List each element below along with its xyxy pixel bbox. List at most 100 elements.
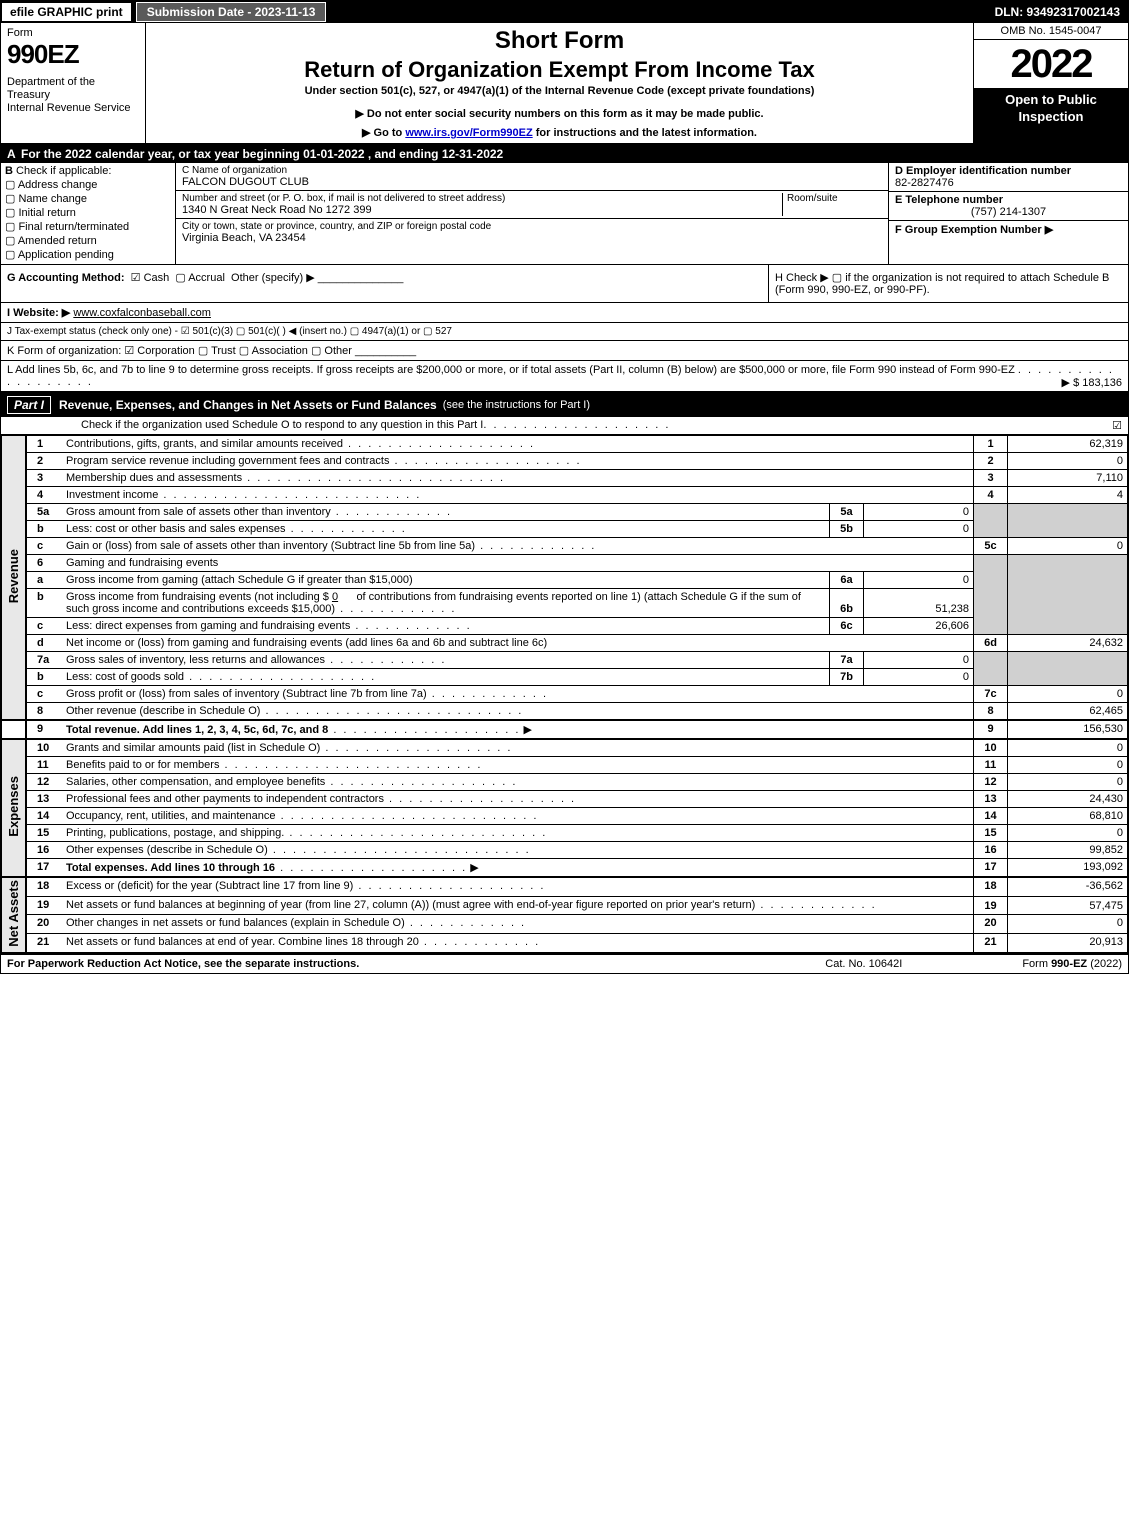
l-text: L Add lines 5b, 6c, and 7b to line 9 to …	[7, 364, 1015, 376]
row-g: G Accounting Method: ☑ Cash ▢ Accrual Ot…	[1, 265, 768, 302]
l7c-desc: Gross profit or (loss) from sales of inv…	[62, 686, 974, 703]
l21-rv: 20,913	[1008, 934, 1128, 953]
row-i: I Website: ▶ www.coxfalconbaseball.com	[1, 303, 1128, 323]
l6a-num: a	[26, 572, 62, 589]
dln-text: DLN: 93492317002143	[995, 5, 1128, 19]
netassets-tab: Net Assets	[2, 877, 27, 952]
l11-rv: 0	[1008, 757, 1128, 774]
l7a-num: 7a	[26, 652, 62, 669]
submission-date-button[interactable]: Submission Date - 2023-11-13	[136, 2, 327, 22]
l3-rv: 7,110	[1008, 470, 1128, 487]
instructions-note: ▶ Go to www.irs.gov/Form990EZ for instru…	[156, 126, 963, 139]
l6-num: 6	[26, 555, 62, 572]
column-b: B Check if applicable: ▢ Address change …	[1, 163, 176, 264]
l13-num: 13	[26, 791, 62, 808]
l7b-desc: Less: cost of goods sold	[62, 669, 830, 686]
l17-rl: 17	[974, 859, 1008, 878]
l4-rv: 4	[1008, 487, 1128, 504]
footer-mid: Cat. No. 10642I	[825, 958, 902, 970]
l6-shade	[974, 555, 1008, 635]
l11-desc: Benefits paid to or for members	[62, 757, 974, 774]
l6a-iv: 0	[864, 572, 974, 589]
l19-rv: 57,475	[1008, 896, 1128, 915]
l10-rl: 10	[974, 739, 1008, 757]
ein-value: 82-2827476	[895, 177, 1122, 189]
form-container: efile GRAPHIC print Submission Date - 20…	[0, 0, 1129, 974]
l14-desc: Occupancy, rent, utilities, and maintena…	[62, 808, 974, 825]
l5b-num: b	[26, 521, 62, 538]
l6a-il: 6a	[830, 572, 864, 589]
form-code: 990EZ	[7, 39, 139, 70]
revenue-tab: Revenue	[2, 436, 27, 721]
l10-num: 10	[26, 739, 62, 757]
l7b-iv: 0	[864, 669, 974, 686]
l8-rl: 8	[974, 703, 1008, 721]
l1-desc: Contributions, gifts, grants, and simila…	[62, 436, 974, 453]
l12-rl: 12	[974, 774, 1008, 791]
form-subtitle: Under section 501(c), 527, or 4947(a)(1)…	[156, 85, 963, 97]
l10-desc: Grants and similar amounts paid (list in…	[62, 739, 974, 757]
footer-left: For Paperwork Reduction Act Notice, see …	[7, 958, 825, 970]
chk-initial-return[interactable]: ▢ Initial return	[5, 206, 171, 219]
header-right: OMB No. 1545-0047 2022 Open to Public In…	[973, 23, 1128, 143]
l8-num: 8	[26, 703, 62, 721]
row-j: J Tax-exempt status (check only one) - ☑…	[1, 323, 1128, 341]
l6b-num: b	[26, 589, 62, 618]
part1-header: Part I Revenue, Expenses, and Changes in…	[1, 393, 1128, 417]
lines-table: Revenue 1 Contributions, gifts, grants, …	[1, 435, 1128, 953]
l14-rl: 14	[974, 808, 1008, 825]
l5a-il: 5a	[830, 504, 864, 521]
website-link[interactable]: www.coxfalconbaseball.com	[73, 307, 211, 319]
l6d-num: d	[26, 635, 62, 652]
room-label: Room/suite	[782, 193, 882, 216]
chk-address-change[interactable]: ▢ Address change	[5, 178, 171, 191]
l17-num: 17	[26, 859, 62, 878]
l5ab-shade	[974, 504, 1008, 538]
part1-tag: Part I	[7, 396, 51, 414]
l6b-desc: Gross income from fundraising events (no…	[62, 589, 830, 618]
chk-name-change[interactable]: ▢ Name change	[5, 192, 171, 205]
l6c-num: c	[26, 618, 62, 635]
column-def: D Employer identification number 82-2827…	[888, 163, 1128, 264]
l2-num: 2	[26, 453, 62, 470]
l19-rl: 19	[974, 896, 1008, 915]
l1-num: 1	[26, 436, 62, 453]
l14-rv: 68,810	[1008, 808, 1128, 825]
l5c-rv: 0	[1008, 538, 1128, 555]
l5b-desc: Less: cost or other basis and sales expe…	[62, 521, 830, 538]
l20-num: 20	[26, 915, 62, 934]
l6a-desc: Gross income from gaming (attach Schedul…	[62, 572, 830, 589]
l9-desc: Total revenue. Add lines 1, 2, 3, 4, 5c,…	[62, 720, 974, 739]
l18-num: 18	[26, 877, 62, 896]
l9-rl: 9	[974, 720, 1008, 739]
l6d-rl: 6d	[974, 635, 1008, 652]
l3-rl: 3	[974, 470, 1008, 487]
l16-num: 16	[26, 842, 62, 859]
l17-rv: 193,092	[1008, 859, 1128, 878]
row-h: H Check ▶ ▢ if the organization is not r…	[768, 265, 1128, 302]
irs-link[interactable]: www.irs.gov/Form990EZ	[405, 127, 532, 139]
l11-num: 11	[26, 757, 62, 774]
efile-print-button[interactable]: efile GRAPHIC print	[1, 2, 132, 22]
l6c-desc: Less: direct expenses from gaming and fu…	[62, 618, 830, 635]
l11-rl: 11	[974, 757, 1008, 774]
l4-desc: Investment income	[62, 487, 974, 504]
ssn-warning: ▶ Do not enter social security numbers o…	[156, 107, 963, 120]
l7c-rv: 0	[1008, 686, 1128, 703]
l5b-iv: 0	[864, 521, 974, 538]
part1-checkbox[interactable]: ☑	[1112, 419, 1122, 432]
l19-num: 19	[26, 896, 62, 915]
l17-desc: Total expenses. Add lines 10 through 16 …	[62, 859, 974, 878]
l6d-desc: Net income or (loss) from gaming and fun…	[62, 635, 974, 652]
l7b-il: 7b	[830, 669, 864, 686]
l8-rv: 62,465	[1008, 703, 1128, 721]
l3-num: 3	[26, 470, 62, 487]
chk-application-pending[interactable]: ▢ Application pending	[5, 248, 171, 261]
chk-final-return[interactable]: ▢ Final return/terminated	[5, 220, 171, 233]
chk-amended-return[interactable]: ▢ Amended return	[5, 234, 171, 247]
l7-shade-v	[1008, 652, 1128, 686]
l19-desc: Net assets or fund balances at beginning…	[62, 896, 974, 915]
city-label: City or town, state or province, country…	[182, 221, 882, 232]
page-footer: For Paperwork Reduction Act Notice, see …	[1, 953, 1128, 973]
l4-rl: 4	[974, 487, 1008, 504]
